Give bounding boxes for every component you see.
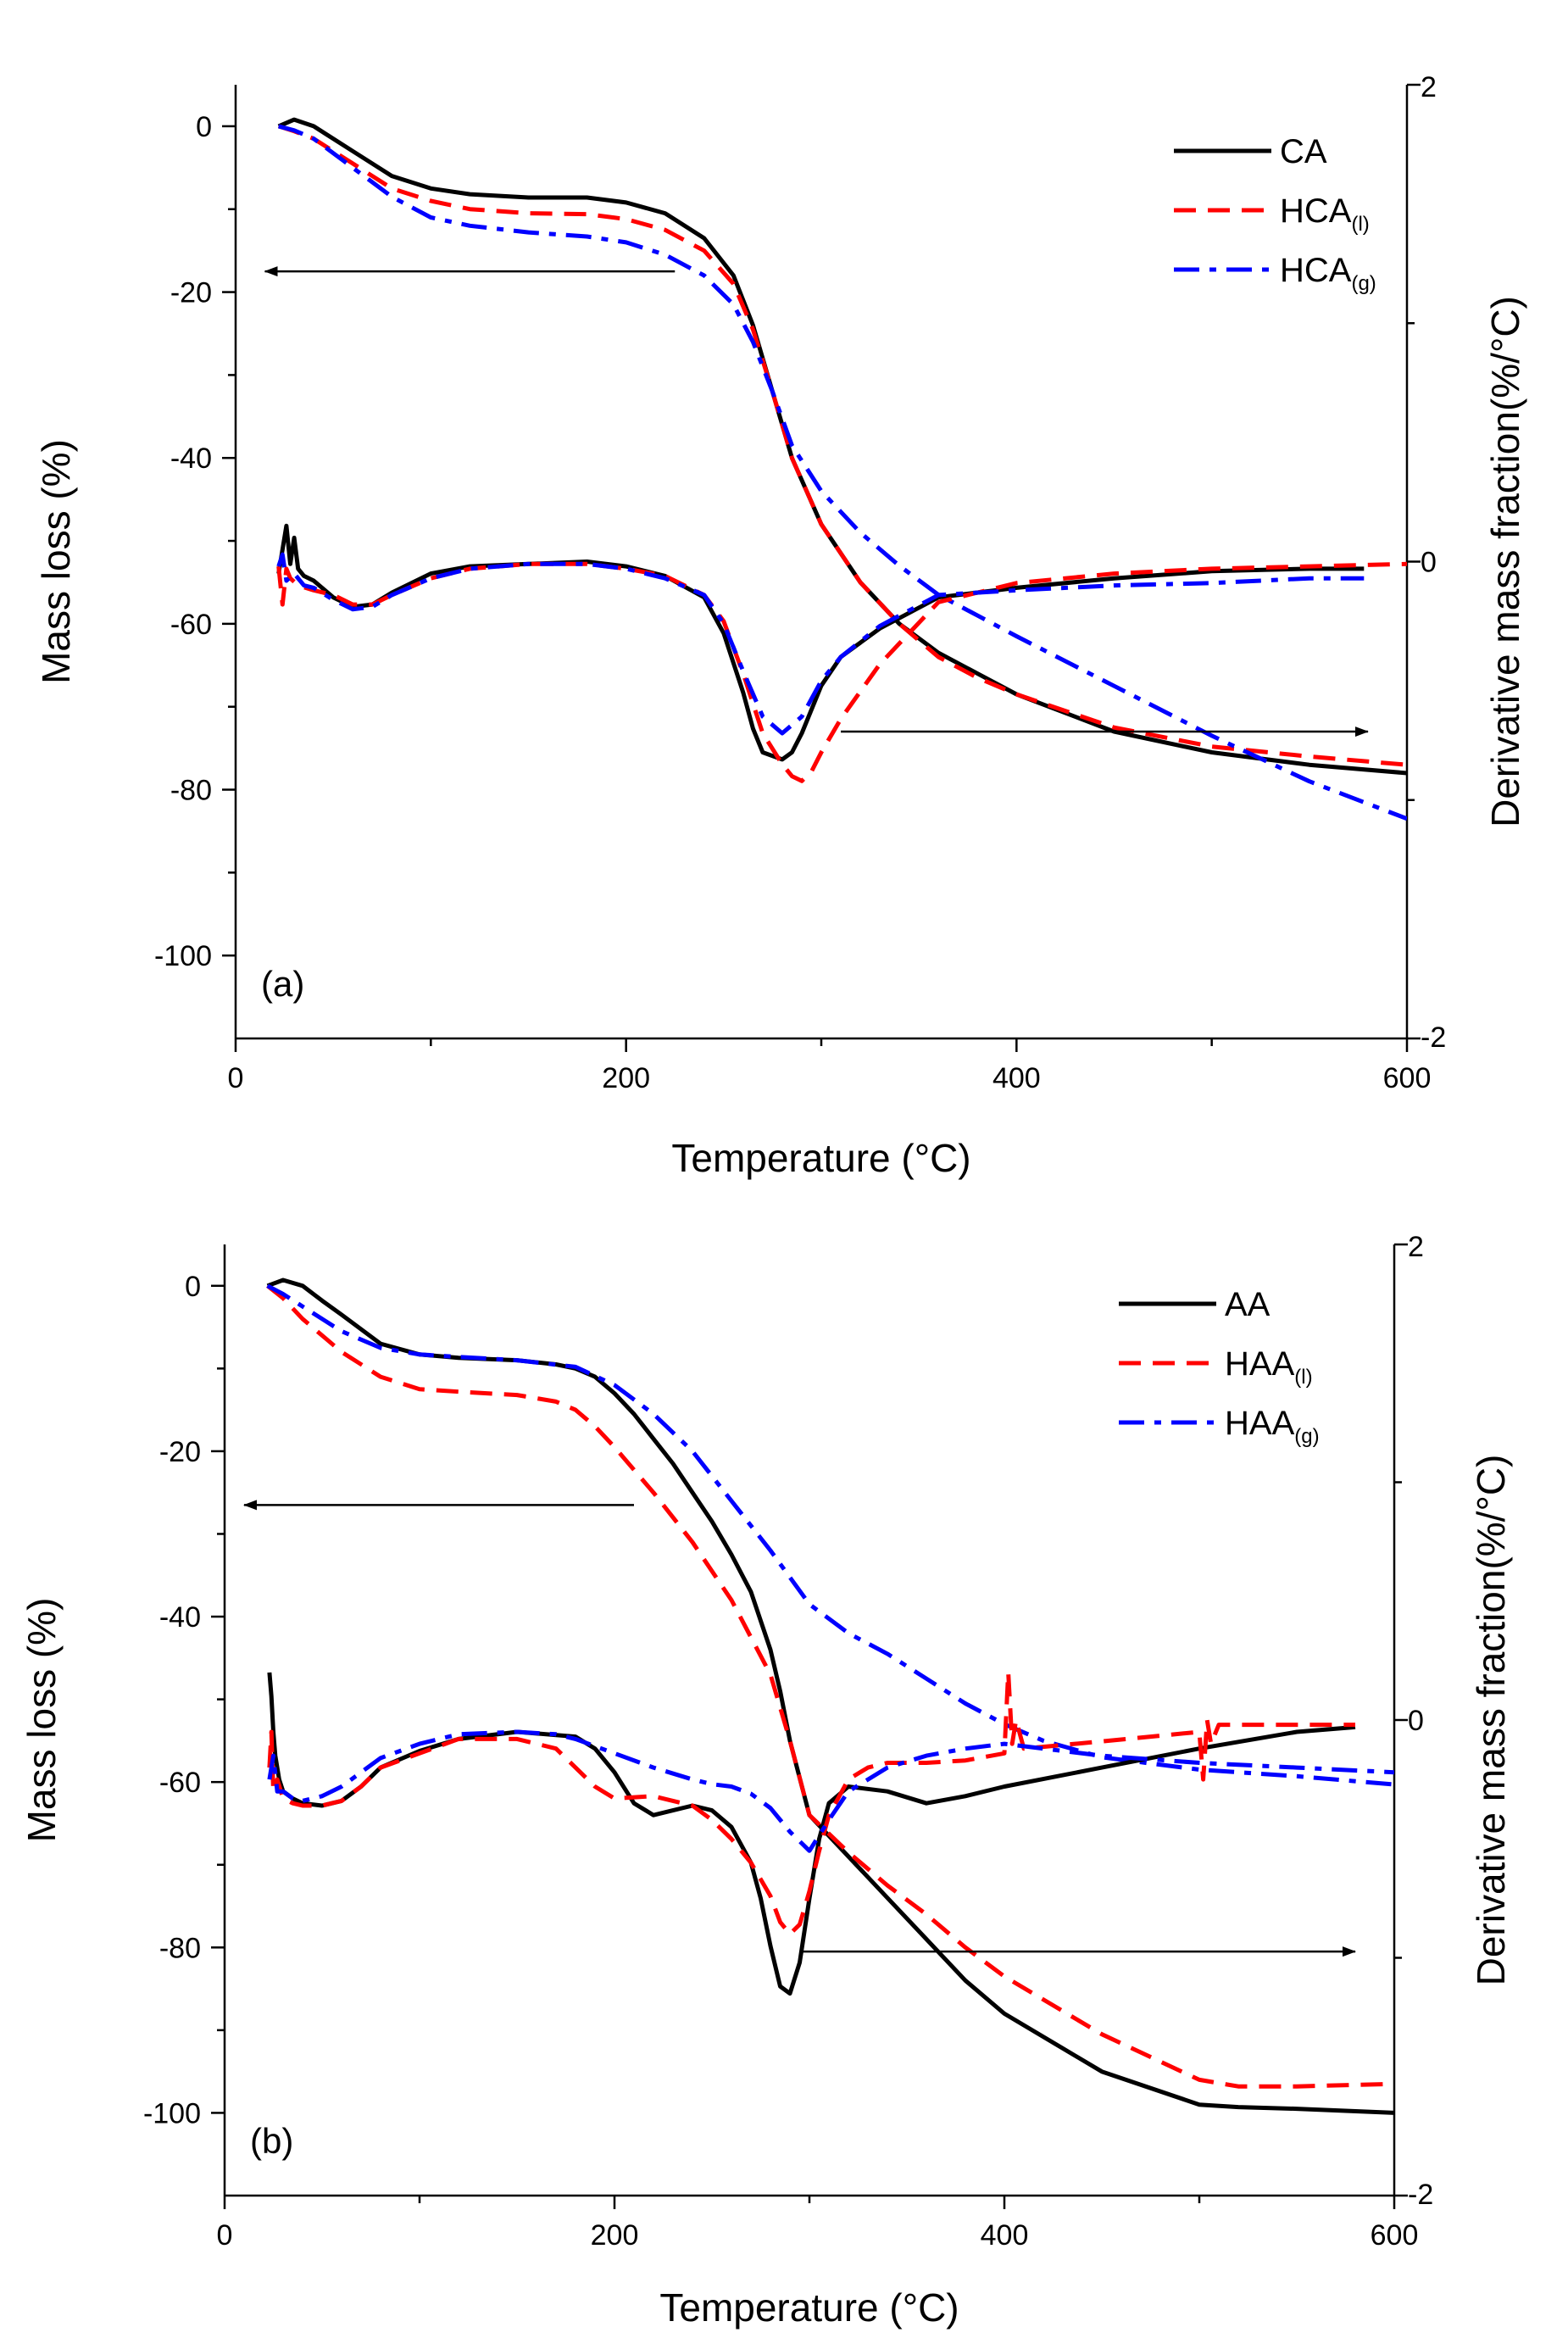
series-haa-l-mass bbox=[266, 1283, 1394, 2089]
x-tick-label: 200 bbox=[591, 2219, 639, 2252]
series-haa-g-mass bbox=[266, 1283, 1394, 1787]
series-haa-l-derivative bbox=[267, 1670, 1355, 1936]
legend-subscript: (l) bbox=[1294, 1366, 1312, 1389]
y2-tick-label: 0 bbox=[1421, 547, 1437, 579]
y-axis-title: Mass loss (%) bbox=[19, 1598, 64, 1843]
series-hca-l-derivative bbox=[276, 561, 1407, 783]
panel-a: 0 200 400 600 0 -20 -40 -60 -80 -100 2 0 -2 Temperatu… bbox=[34, 71, 1527, 1180]
x-axis-title: Temperature (°C) bbox=[671, 1136, 970, 1180]
x-tick-label: 0 bbox=[217, 2219, 233, 2252]
legend-subscript: (g) bbox=[1351, 272, 1376, 295]
y-tick-label: -60 bbox=[170, 609, 212, 641]
series-hca-g-derivative bbox=[276, 552, 1365, 736]
legend-label: HAA(l) bbox=[1225, 1345, 1313, 1389]
y-tick-label: -60 bbox=[159, 1767, 201, 1799]
x-tick-label: 0 bbox=[228, 1062, 244, 1094]
y2-tick-label: 0 bbox=[1408, 1705, 1424, 1737]
x-tick-label: 400 bbox=[993, 1062, 1041, 1094]
y-tick-label: -100 bbox=[143, 2097, 201, 2129]
y2-tick-label: 2 bbox=[1421, 71, 1437, 103]
legend-subscript: (l) bbox=[1351, 213, 1369, 236]
y-tick-label: 0 bbox=[185, 1271, 201, 1303]
x-tick-label: 200 bbox=[602, 1062, 650, 1094]
panel-label: (b) bbox=[250, 2121, 293, 2161]
x-tick-label: 400 bbox=[981, 2219, 1029, 2252]
legend-label: HAA(g) bbox=[1225, 1405, 1320, 1448]
y-tick-label: -80 bbox=[159, 1932, 201, 1964]
legend-subscript: (g) bbox=[1294, 1425, 1319, 1448]
series-ca-mass bbox=[277, 117, 1407, 776]
legend: AA HAA(l) HAA(g) bbox=[1119, 1286, 1320, 1448]
legend: CA HCA(l) HCA(g) bbox=[1174, 133, 1376, 295]
panel-label: (a) bbox=[261, 964, 304, 1004]
y-tick-label: -40 bbox=[159, 1601, 201, 1634]
x-axis-title: Temperature (°C) bbox=[659, 2285, 959, 2330]
y-tick-label: -40 bbox=[170, 443, 212, 475]
y2-axis-title: Derivative mass fraction(%/°C) bbox=[1483, 296, 1527, 827]
panel-b: 0 200 400 600 0 -20 -40 -60 -80 -100 2 0 -2 Temperatu… bbox=[19, 1231, 1513, 2330]
legend-label: HCA(g) bbox=[1280, 252, 1376, 295]
y2-tick-label: 2 bbox=[1408, 1231, 1424, 1263]
y2-tick-label: -2 bbox=[1421, 1021, 1446, 1054]
legend-label: AA bbox=[1225, 1286, 1271, 1323]
y-tick-label: 0 bbox=[196, 111, 212, 143]
y-tick-label: -20 bbox=[170, 277, 212, 309]
series-ca-derivative bbox=[276, 523, 1365, 762]
series-aa-mass bbox=[266, 1278, 1394, 2115]
y2-tick-label: -2 bbox=[1408, 2179, 1433, 2211]
y-tick-label: -20 bbox=[159, 1436, 201, 1468]
series-hca-g-mass bbox=[278, 124, 1407, 821]
series-hca-l-mass bbox=[277, 124, 1407, 767]
legend-label: CA bbox=[1280, 133, 1327, 170]
x-tick-label: 600 bbox=[1371, 2219, 1419, 2252]
x-tick-label: 600 bbox=[1383, 1062, 1432, 1094]
y-tick-label: -100 bbox=[154, 940, 212, 972]
series-haa-g-derivative bbox=[267, 1729, 1394, 1853]
legend-label: HCA(l) bbox=[1280, 192, 1370, 236]
y-axis-title: Mass loss (%) bbox=[34, 439, 78, 684]
series-aa-derivative bbox=[267, 1672, 1356, 1996]
y-tick-label: -80 bbox=[170, 775, 212, 807]
y2-axis-title: Derivative mass fraction(%/°C) bbox=[1469, 1455, 1513, 1986]
